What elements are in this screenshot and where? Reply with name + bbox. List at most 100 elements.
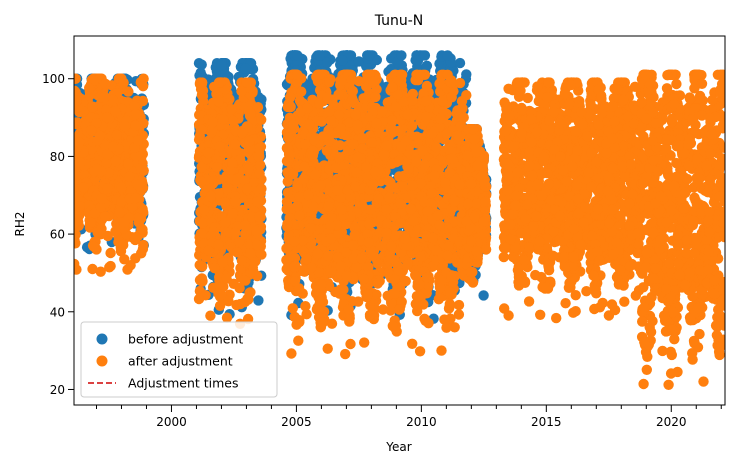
data-point [227, 115, 239, 127]
data-point [244, 287, 255, 299]
data-point [84, 82, 95, 94]
data-point [119, 120, 131, 132]
data-point [241, 183, 253, 194]
data-point [239, 220, 251, 231]
data-point [364, 50, 375, 61]
data-point [114, 207, 125, 218]
data-point [256, 114, 267, 126]
data-point [240, 63, 251, 74]
data-point [205, 190, 217, 202]
data-point [197, 261, 208, 272]
data-point [99, 211, 111, 222]
data-point [118, 239, 129, 251]
data-point [221, 312, 233, 323]
data-point [118, 77, 129, 89]
data-point [252, 239, 263, 251]
data-point [105, 247, 116, 259]
data-point [74, 200, 85, 212]
data-point [91, 163, 103, 175]
data-point [96, 193, 107, 204]
data-point [421, 60, 433, 71]
data-point [244, 136, 255, 147]
data-point [102, 183, 113, 194]
data-point [314, 50, 326, 61]
data-point [245, 108, 256, 120]
data-point [137, 81, 149, 92]
data-point [478, 290, 489, 301]
data-point [193, 293, 205, 305]
data-point [234, 236, 245, 247]
data-point [100, 78, 111, 90]
data-point [130, 120, 141, 131]
data-point [251, 225, 262, 237]
data-point [226, 104, 237, 115]
data-point [116, 196, 127, 207]
data-point [196, 176, 207, 187]
data-point [132, 179, 144, 190]
data-point [454, 57, 466, 69]
data-point [236, 127, 248, 139]
data-point [104, 262, 115, 273]
data-point [243, 163, 254, 175]
data-point [209, 262, 220, 274]
data-point [216, 289, 227, 301]
data-point [234, 282, 245, 294]
data-point [110, 155, 122, 167]
data-point [230, 196, 241, 208]
data-point [119, 254, 130, 265]
chart-title: Tunu-N [374, 13, 424, 29]
data-point [100, 158, 112, 169]
data-point [442, 50, 453, 61]
data-point [74, 218, 80, 229]
data-point [253, 151, 264, 162]
data-point [124, 171, 135, 182]
data-point [123, 158, 134, 170]
data-point [129, 101, 140, 112]
data-point [222, 182, 233, 193]
data-point [218, 114, 229, 125]
data-point [95, 202, 107, 213]
data-point [74, 264, 82, 275]
data-point [74, 238, 81, 249]
data-point [337, 55, 348, 66]
data-point [253, 211, 265, 222]
data-point [230, 139, 241, 150]
data-point [94, 130, 106, 142]
data-point [227, 208, 239, 219]
data-point [230, 227, 241, 239]
data-point [231, 299, 242, 311]
data-point [74, 73, 80, 84]
data-point [254, 168, 265, 179]
data-point [221, 273, 232, 284]
data-point [211, 162, 223, 173]
data-point [88, 241, 99, 252]
data-point [133, 212, 144, 224]
data-point [203, 245, 214, 256]
data-point [236, 86, 247, 97]
data-point [292, 50, 303, 61]
data-point [136, 248, 147, 259]
data-point [130, 192, 141, 204]
data-point [227, 157, 238, 169]
data-point [214, 141, 226, 152]
data-point [241, 77, 253, 88]
data-point [353, 56, 365, 67]
data-point [107, 141, 119, 152]
data-point [213, 239, 224, 250]
data-point [116, 182, 127, 193]
data-point [74, 170, 82, 181]
data-point [74, 85, 80, 96]
data-point [207, 116, 218, 128]
data-point [87, 263, 98, 275]
data-point [196, 59, 207, 70]
data-point [199, 204, 210, 216]
data-point [202, 147, 214, 159]
data-point [111, 129, 123, 141]
data-point [219, 197, 231, 208]
data-point [253, 295, 264, 306]
data-point [132, 135, 144, 146]
data-point [74, 117, 80, 128]
data-point [74, 95, 82, 106]
data-point [119, 217, 130, 228]
